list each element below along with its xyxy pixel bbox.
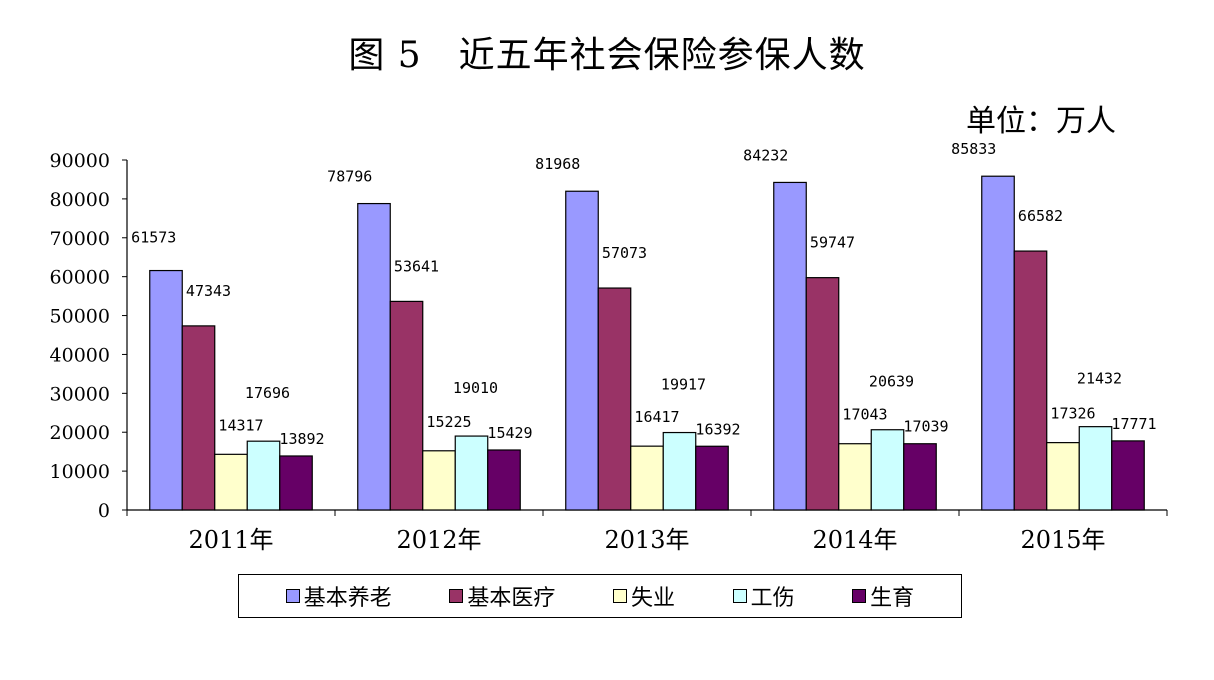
bar — [662, 431, 697, 511]
data-label: 53641 — [394, 257, 439, 275]
y-tick-label: 0 — [98, 500, 110, 522]
bar — [1111, 440, 1145, 511]
y-tick-label: 80000 — [50, 189, 110, 211]
bar — [454, 435, 489, 511]
chart-title: 图 5 近五年社会保险参保人数 — [348, 35, 866, 76]
data-label: 59747 — [810, 234, 855, 252]
data-label: 13892 — [279, 430, 324, 448]
legend-swatch — [285, 589, 300, 603]
data-label: 66582 — [1018, 207, 1063, 225]
bar — [357, 202, 391, 511]
bar — [981, 175, 1015, 511]
legend-swatch — [732, 589, 747, 603]
bar — [1078, 426, 1113, 511]
bar — [1013, 250, 1048, 511]
data-label: 78796 — [327, 168, 372, 186]
legend-label: 失业 — [630, 586, 675, 611]
data-label: 57073 — [602, 244, 647, 262]
bar — [565, 190, 599, 511]
bar — [597, 287, 632, 511]
legend-label: 工伤 — [750, 586, 795, 611]
chart-bars — [149, 175, 1145, 511]
bar — [149, 269, 183, 511]
y-tick-label: 40000 — [50, 344, 110, 366]
data-label: 16392 — [695, 420, 740, 438]
data-label: 17039 — [903, 418, 948, 436]
bar — [389, 300, 424, 511]
data-label: 17043 — [842, 406, 887, 424]
data-label: 81968 — [535, 155, 580, 173]
data-label: 19917 — [661, 376, 706, 394]
legend-swatch — [449, 589, 464, 603]
bar — [870, 429, 905, 511]
bar — [903, 443, 937, 511]
data-label: 19010 — [453, 379, 498, 397]
bar — [838, 443, 872, 511]
bar — [773, 181, 807, 511]
bar — [422, 450, 456, 511]
y-tick-label: 90000 — [50, 150, 110, 172]
x-tick-label: 2015年 — [1020, 526, 1105, 554]
legend-label: 生育 — [870, 586, 915, 611]
bar — [246, 440, 281, 511]
legend-item: 失业 — [612, 580, 675, 612]
data-label: 15225 — [426, 413, 471, 431]
data-label: 84232 — [743, 146, 788, 164]
legend-swatch — [852, 589, 867, 603]
bar — [214, 453, 248, 511]
y-tick-label: 10000 — [50, 461, 110, 483]
legend-label: 基本养老 — [303, 586, 392, 611]
bar — [1046, 442, 1080, 511]
data-label: 16417 — [634, 408, 679, 426]
data-label: 47343 — [186, 282, 231, 300]
x-tick-label: 2012年 — [396, 526, 481, 554]
bar — [695, 445, 729, 511]
y-tick-label: 70000 — [50, 228, 110, 250]
legend-label: 基本医疗 — [467, 586, 556, 611]
data-label: 85833 — [951, 140, 996, 158]
data-label: 17696 — [245, 384, 290, 402]
legend: 基本养老 基本医疗 失业 工伤 生育 — [238, 574, 962, 618]
bar — [805, 277, 840, 511]
bar — [181, 325, 216, 511]
chart-data-labels: 61573 47343 14317 17696 13892 78796 53641 15225… — [131, 140, 1156, 448]
data-label: 15429 — [487, 424, 532, 442]
legend-swatch — [612, 589, 627, 603]
data-label: 14317 — [218, 416, 263, 434]
unit-label: 单位：万人 — [966, 104, 1116, 139]
x-tick-label: 2013年 — [604, 526, 689, 554]
y-tick-label: 50000 — [50, 306, 110, 328]
y-tick-label: 30000 — [50, 383, 110, 405]
data-label: 21432 — [1077, 370, 1122, 388]
bar-chart: 0 10000 20000 30000 40000 50000 60000 70000 8000… — [50, 140, 1168, 554]
data-label: 17771 — [1111, 415, 1156, 433]
data-label: 17326 — [1050, 405, 1095, 423]
x-tick-label: 2014年 — [812, 526, 897, 554]
y-tick-label: 20000 — [50, 422, 110, 444]
legend-item: 工伤 — [732, 580, 795, 612]
legend-item: 生育 — [852, 580, 914, 612]
data-label: 20639 — [869, 373, 914, 391]
data-label: 61573 — [131, 229, 176, 247]
legend-item: 基本医疗 — [449, 580, 555, 612]
y-tick-label: 60000 — [50, 267, 110, 289]
legend-item: 基本养老 — [285, 580, 392, 612]
bar — [487, 449, 521, 511]
bar — [279, 455, 313, 511]
chart-axes: 0 10000 20000 30000 40000 50000 60000 70000 8000… — [50, 150, 1168, 554]
x-tick-label: 2011年 — [188, 526, 273, 554]
bar — [630, 445, 664, 511]
